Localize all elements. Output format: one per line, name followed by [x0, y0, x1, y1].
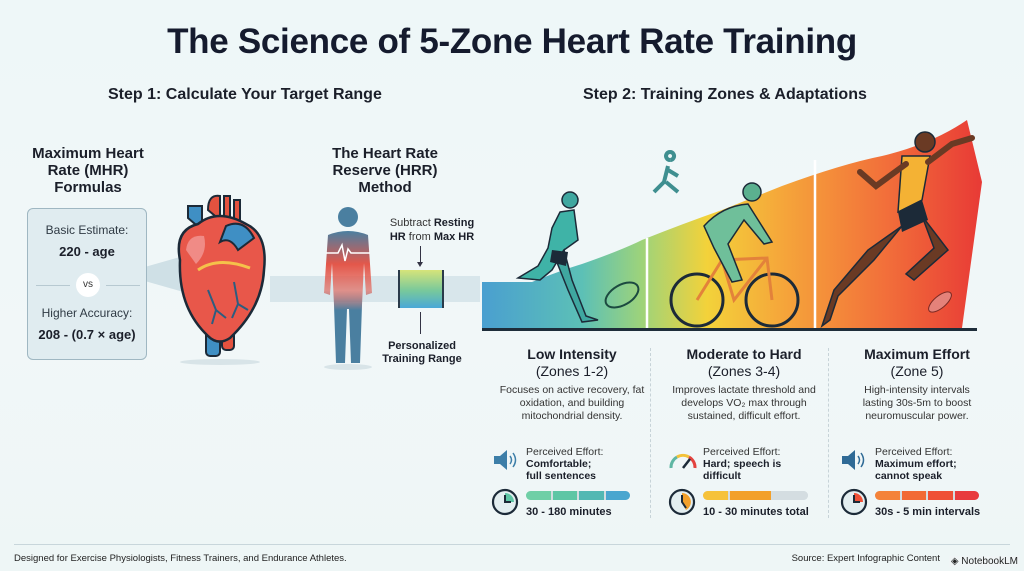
zone-subtitle: (Zone 5): [890, 363, 944, 379]
hrr-heading-line: Reserve (HRR): [332, 162, 438, 179]
effort-label: Perceived Effort:: [526, 446, 604, 458]
duration-label: 30s - 5 min intervals: [875, 506, 981, 518]
cyclist-icon: [669, 182, 800, 328]
small-runner-icon: [652, 150, 680, 194]
effort-value: difficult: [703, 470, 741, 482]
sprinter-icon: [820, 131, 975, 329]
mhr-heading: Maximum Heart Rate (MHR) Formulas: [22, 145, 154, 196]
intensity-ramp-graphic: [482, 120, 982, 329]
runner-icon: [515, 191, 599, 323]
page-title: The Science of 5-Zone Heart Rate Trainin…: [167, 22, 857, 61]
speaker-icon: [842, 450, 865, 470]
clock-icon: [491, 488, 519, 516]
effort-value: Hard; speech is: [703, 458, 782, 470]
hrr-heading: The Heart Rate Reserve (HRR) Method: [323, 145, 447, 196]
zone-description: High-intensity intervals lasting 30s-5m …: [862, 384, 972, 422]
notebooklm-logo-icon: ◈: [950, 556, 962, 567]
zone-description: Focuses on active recovery, fat oxidatio…: [499, 384, 645, 422]
hrr-instruction: Subtract Resting HR from Max HR: [378, 216, 486, 244]
hrr-text-bold: Max HR: [433, 231, 475, 243]
effort-label: Perceived Effort:: [703, 446, 781, 458]
perceived-effort: Perceived Effort: Hard; speech is diffic…: [703, 446, 781, 482]
bar-segment: [730, 491, 771, 500]
higher-accuracy-formula: 208 - (0.7 × age): [38, 327, 136, 342]
clock-icon: [840, 488, 868, 516]
muscle-icon: [928, 291, 952, 313]
zone-card-moderate: Moderate to Hard (Zones 3-4) Improves la…: [660, 346, 828, 423]
perceived-effort: Perceived Effort: Comfortable; full sent…: [526, 446, 603, 482]
zone-subtitle: (Zones 1-2): [535, 363, 609, 379]
arrow-down-icon: [417, 246, 423, 267]
bar-segment: [954, 491, 979, 500]
duration-label: 10 - 30 minutes total: [703, 506, 809, 518]
bar-segment: [526, 491, 551, 500]
clock-icon: [668, 488, 696, 516]
human-body-icon: [324, 207, 372, 370]
bar-segment: [928, 491, 953, 500]
bar-segment: [772, 491, 808, 500]
speaker-icon: [494, 450, 517, 470]
divider: [650, 348, 651, 518]
personalized-range-label: Personalized Training Range: [378, 340, 466, 366]
divider: [828, 348, 829, 518]
label-line: Personalized: [388, 340, 456, 352]
heart-icon: [177, 194, 266, 365]
effort-value: full sentences: [526, 470, 597, 482]
hrr-text-bold: HR: [389, 231, 406, 243]
gauge-icon: [669, 453, 697, 469]
footer-source: Source: Expert Infographic Content: [791, 553, 940, 564]
hrr-text: Subtract: [389, 217, 434, 229]
label-line: Training Range: [382, 353, 462, 365]
bar-segment: [703, 491, 729, 500]
connector-line: [420, 312, 421, 334]
effort-value: Maximum effort;: [875, 458, 957, 470]
higher-accuracy-label: Higher Accuracy:: [41, 306, 133, 320]
mhr-heading-line: Maximum Heart: [32, 145, 144, 162]
duration-bar: [875, 491, 979, 500]
hrr-text: from: [405, 231, 434, 243]
mhr-formula-box: Basic Estimate: 220 - age vs Higher Accu…: [27, 208, 147, 360]
effort-value: Comfortable;: [526, 458, 592, 470]
vs-badge: vs: [76, 273, 100, 297]
footer-audience: Designed for Exercise Physiologists, Fit…: [14, 553, 347, 564]
mhr-heading-line: Formulas: [54, 179, 122, 196]
effort-label: Perceived Effort:: [875, 446, 953, 458]
perceived-effort: Perceived Effort: Maximum effort; cannot…: [875, 446, 957, 482]
bar-segment: [605, 491, 630, 500]
zone-title: Moderate to Hard: [686, 346, 802, 362]
zone-card-maximum: Maximum Effort (Zone 5) High-intensity i…: [833, 346, 1001, 423]
baseline: [482, 328, 977, 331]
watermark-text: NotebookLM: [961, 556, 1018, 567]
connector: [270, 276, 480, 302]
bar-segment: [875, 491, 900, 500]
divider: [36, 285, 70, 286]
bar-segment: [552, 491, 577, 500]
zone-subtitle: (Zones 3-4): [707, 363, 781, 379]
training-range-box: [398, 270, 444, 308]
bar-segment: [579, 491, 604, 500]
zone-title: Maximum Effort: [864, 346, 970, 362]
duration-bar: [703, 491, 808, 500]
mitochondria-icon: [604, 281, 640, 309]
bar-segment: [901, 491, 926, 500]
step2-heading: Step 2: Training Zones & Adaptations: [583, 86, 867, 103]
basic-estimate-formula: 220 - age: [59, 244, 115, 259]
basic-estimate-label: Basic Estimate:: [45, 223, 129, 237]
footer-divider: [14, 544, 1010, 545]
notebooklm-watermark: ◈ NotebookLM: [948, 556, 1020, 567]
zone-card-low: Low Intensity (Zones 1-2) Focuses on act…: [488, 346, 656, 423]
step1-heading: Step 1: Calculate Your Target Range: [108, 86, 382, 103]
hrr-heading-line: Method: [358, 179, 412, 196]
hrr-heading-line: The Heart Rate: [332, 145, 438, 162]
mhr-heading-line: Rate (MHR): [47, 162, 129, 179]
hrr-text-bold: Resting: [433, 217, 475, 229]
divider: [106, 285, 140, 286]
duration-bar: [526, 491, 630, 500]
zone-description: Improves lactate threshold and develops …: [672, 384, 816, 422]
zone-title: Low Intensity: [527, 346, 617, 362]
effort-value: cannot speak: [875, 470, 943, 482]
duration-label: 30 - 180 minutes: [526, 506, 612, 518]
